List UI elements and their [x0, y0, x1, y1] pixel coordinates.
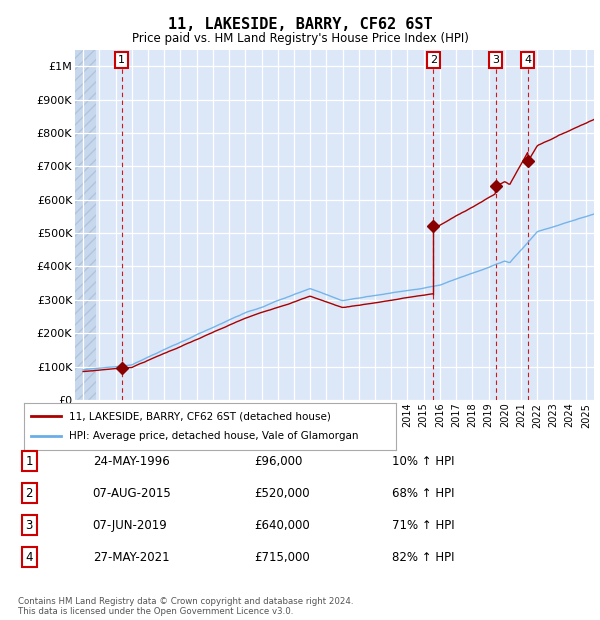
Text: 2: 2: [26, 487, 33, 500]
Text: £96,000: £96,000: [254, 454, 302, 467]
Text: 4: 4: [26, 551, 33, 564]
Text: 11, LAKESIDE, BARRY, CF62 6ST: 11, LAKESIDE, BARRY, CF62 6ST: [167, 17, 433, 32]
Text: 82% ↑ HPI: 82% ↑ HPI: [392, 551, 455, 564]
Text: 24-MAY-1996: 24-MAY-1996: [92, 454, 169, 467]
Bar: [75, 50, 96, 400]
Text: 3: 3: [492, 55, 499, 65]
Text: £715,000: £715,000: [254, 551, 310, 564]
Text: 27-MAY-2021: 27-MAY-2021: [92, 551, 169, 564]
Text: 3: 3: [26, 519, 33, 532]
Text: HPI: Average price, detached house, Vale of Glamorgan: HPI: Average price, detached house, Vale…: [68, 432, 358, 441]
Text: Price paid vs. HM Land Registry's House Price Index (HPI): Price paid vs. HM Land Registry's House …: [131, 32, 469, 45]
Text: £640,000: £640,000: [254, 519, 310, 532]
Text: Contains HM Land Registry data © Crown copyright and database right 2024.
This d: Contains HM Land Registry data © Crown c…: [18, 597, 353, 616]
Text: 68% ↑ HPI: 68% ↑ HPI: [392, 487, 455, 500]
Text: 10% ↑ HPI: 10% ↑ HPI: [392, 454, 455, 467]
Text: 2: 2: [430, 55, 437, 65]
Text: £520,000: £520,000: [254, 487, 310, 500]
Text: 4: 4: [524, 55, 531, 65]
Text: 07-JUN-2019: 07-JUN-2019: [92, 519, 167, 532]
Text: 71% ↑ HPI: 71% ↑ HPI: [392, 519, 455, 532]
Text: 1: 1: [118, 55, 125, 65]
Text: 1: 1: [26, 454, 33, 467]
Text: 11, LAKESIDE, BARRY, CF62 6ST (detached house): 11, LAKESIDE, BARRY, CF62 6ST (detached …: [68, 411, 331, 421]
Text: 07-AUG-2015: 07-AUG-2015: [92, 487, 172, 500]
